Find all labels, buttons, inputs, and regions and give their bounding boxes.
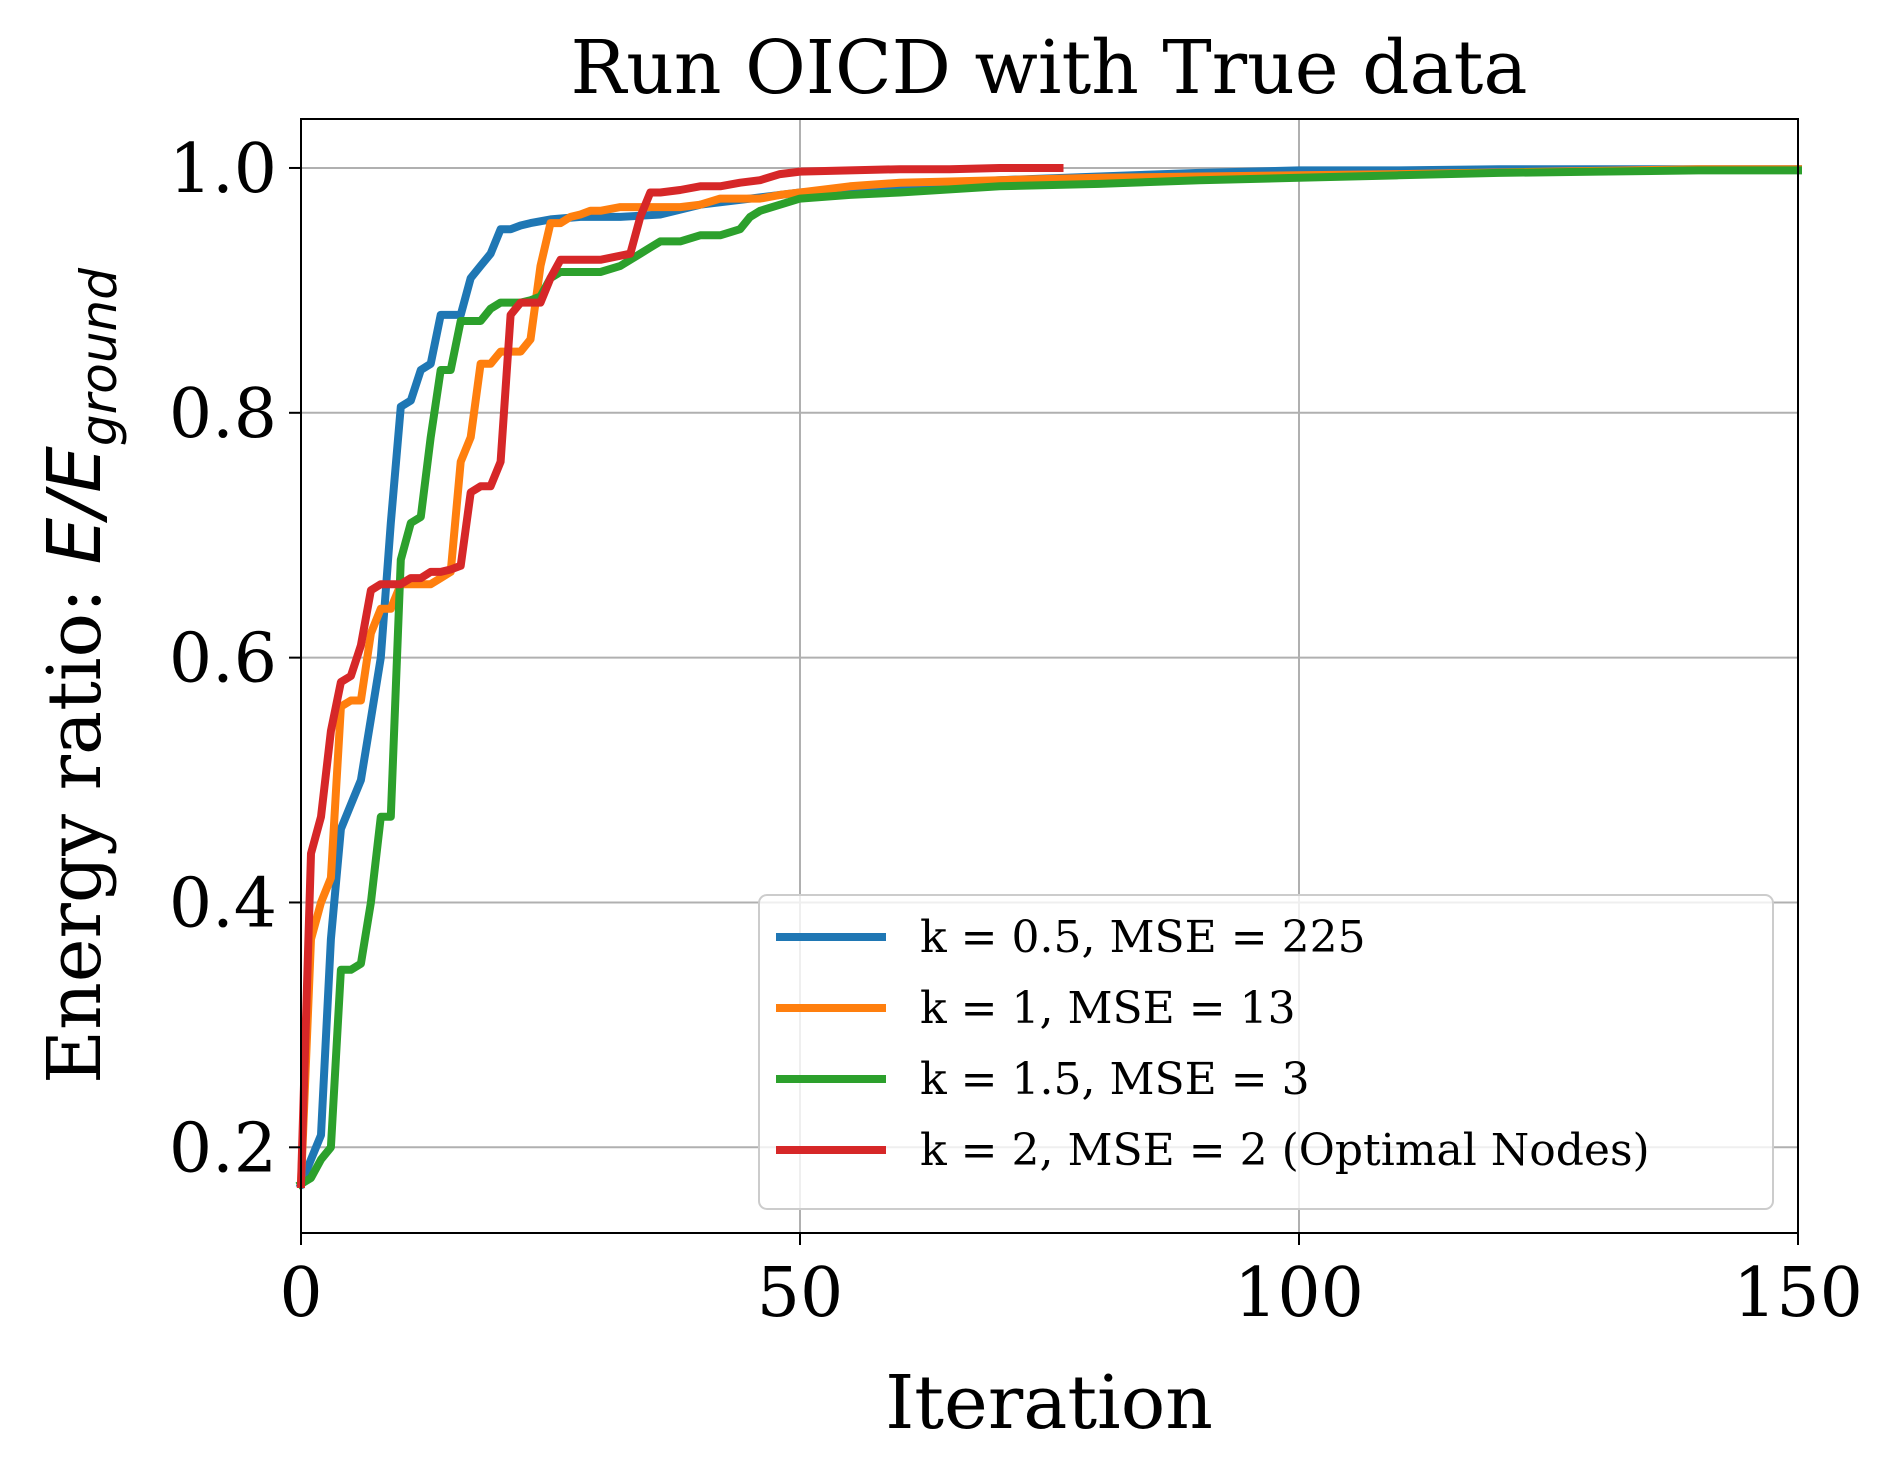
series-line-2 xyxy=(296,165,1802,1189)
x-axis-ticks: 0 50 100 150 xyxy=(279,1233,1863,1333)
legend: k = 0.5, MSE = 225 k = 1, MSE = 13 k = 1.5… xyxy=(758,894,1774,1210)
y-axis-label: Energy ratio: E/Eground xyxy=(32,268,128,1084)
chart-title: Run OICD with True data xyxy=(571,25,1528,111)
y-axis-label-math: E/E xyxy=(32,446,118,565)
x-axis-label: Iteration xyxy=(885,1360,1213,1446)
legend-label: k = 1.5, MSE = 3 xyxy=(920,1054,1310,1105)
legend-label: k = 2, MSE = 2 (Optimal Nodes) xyxy=(920,1125,1650,1176)
legend-box xyxy=(758,894,1774,1210)
y-tick-label: 0.4 xyxy=(169,864,277,943)
y-axis-label-prefix: Energy ratio: xyxy=(32,565,118,1084)
x-tick-label: 150 xyxy=(1733,1254,1863,1333)
y-tick-label: 0.6 xyxy=(169,620,277,699)
series-line-4 xyxy=(296,164,1064,1189)
y-tick-label: 0.2 xyxy=(169,1109,277,1188)
legend-label: k = 0.5, MSE = 225 xyxy=(920,912,1366,963)
x-tick-label: 50 xyxy=(757,1254,844,1333)
plot-area-frame xyxy=(300,118,1799,1234)
x-tick-label: 100 xyxy=(1234,1254,1364,1333)
legend-label: k = 1, MSE = 13 xyxy=(920,983,1296,1034)
y-axis-label-subscript: ground xyxy=(70,268,128,446)
y-tick-label: 0.8 xyxy=(169,375,277,454)
y-tick-label: 1.0 xyxy=(169,130,277,209)
x-tick-label: 0 xyxy=(279,1254,322,1333)
y-axis-ticks: 0.2 0.4 0.6 0.8 1.0 xyxy=(169,130,301,1188)
series-lines xyxy=(295,164,1802,1190)
